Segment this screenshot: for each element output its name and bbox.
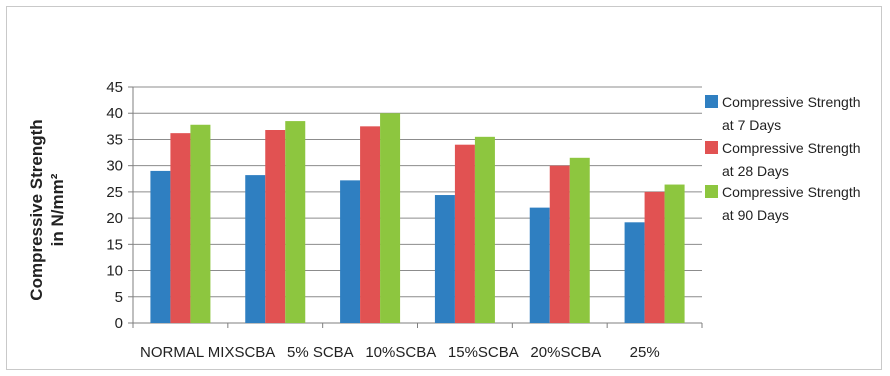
y-tick-label: 0 <box>115 315 123 332</box>
legend-label-28-days-line-2: at 28 Days <box>722 163 789 179</box>
legend: Compressive Strength at 7 Days Compressi… <box>705 94 861 223</box>
legend-label-90-days-line-1: Compressive Strength <box>722 184 861 200</box>
legend-swatch-28-days <box>705 141 718 154</box>
bar-series-3-category-3 <box>380 113 401 323</box>
bar-series-2-category-6 <box>644 191 665 323</box>
y-tick-label: 45 <box>106 79 123 96</box>
legend-swatch-7-days <box>705 95 718 108</box>
bar-series-2-category-2 <box>265 130 286 323</box>
bar-series-3-category-4 <box>474 136 495 323</box>
bar-series-1-category-5 <box>529 207 550 323</box>
bar-series-1-category-3 <box>340 180 361 323</box>
legend-item-7-days: Compressive Strength at 7 Days <box>705 94 861 133</box>
y-tick-label: 20 <box>106 210 123 227</box>
bar-series-3-category-1 <box>190 124 211 323</box>
y-tick-label: 10 <box>106 263 123 280</box>
bar-series-2-category-1 <box>170 133 191 323</box>
y-tick-label: 25 <box>106 184 123 201</box>
y-tick-label: 35 <box>106 131 123 148</box>
y-axis-label-line-1: Compressive Strength <box>27 119 46 300</box>
bar-series-2-category-5 <box>549 165 570 323</box>
bar-series-1-category-2 <box>245 175 266 323</box>
bar-series-3-category-5 <box>569 157 590 323</box>
gridlines <box>133 86 702 324</box>
bar-series-1-category-6 <box>624 222 645 323</box>
bar-series-3-category-2 <box>285 121 306 323</box>
legend-label-7-days-line-1: Compressive Strength <box>722 94 861 110</box>
y-axis-label-line-2: in N/mm² <box>48 173 67 246</box>
y-tick-label: 40 <box>106 105 123 122</box>
legend-swatch-90-days <box>705 185 718 198</box>
x-axis-labels: NORMAL MIXSCBA 5% SCBA 10%SCBA 15%SCBA 2… <box>140 344 660 361</box>
bar-series-2-category-3 <box>360 126 381 323</box>
y-tick-label: 15 <box>106 236 123 253</box>
legend-item-28-days: Compressive Strength at 28 Days <box>705 140 861 179</box>
legend-label-90-days-line-2: at 90 Days <box>722 207 789 223</box>
bars <box>150 113 685 323</box>
legend-label-28-days-line-1: Compressive Strength <box>722 140 861 156</box>
bar-series-3-category-6 <box>664 184 685 323</box>
legend-item-90-days: Compressive Strength at 90 Days <box>705 184 861 223</box>
y-tick-label: 5 <box>115 289 123 306</box>
y-tick-label: 30 <box>106 158 123 175</box>
legend-label-7-days-line-2: at 7 Days <box>722 117 781 133</box>
bar-series-2-category-4 <box>454 144 475 323</box>
bar-series-1-category-1 <box>150 170 171 323</box>
bar-series-1-category-4 <box>434 195 455 323</box>
axes: 0 5 10 15 20 25 30 35 40 45 <box>106 79 703 332</box>
